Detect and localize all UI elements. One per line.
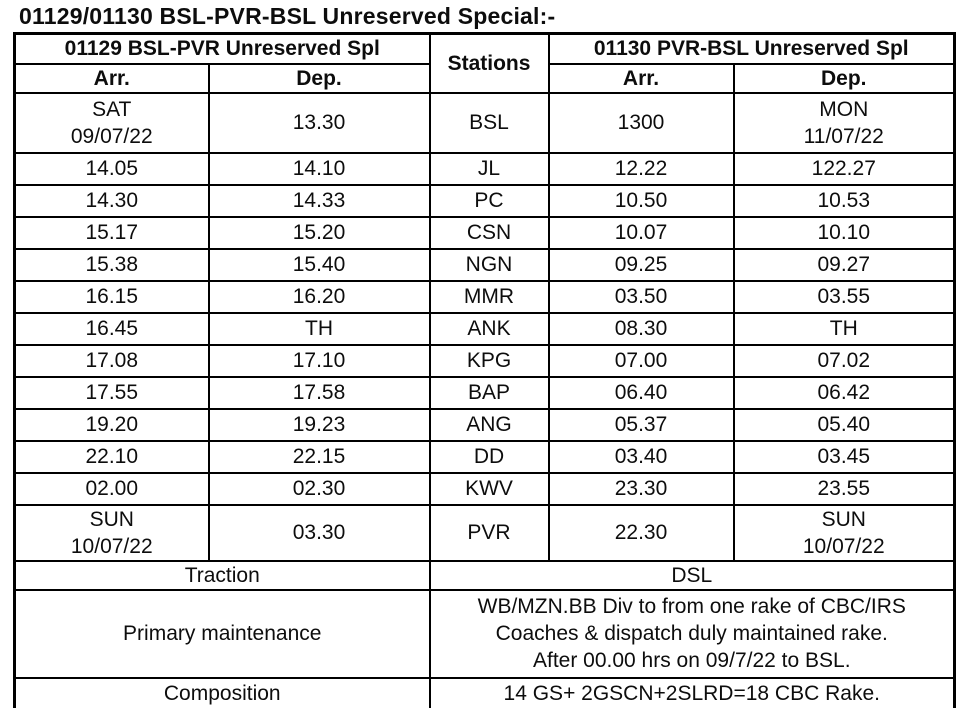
arr-return-cell: 05.37	[547, 407, 735, 442]
arr-outbound-cell: 17.08	[13, 343, 210, 378]
arr-outbound-cell: SUN 10/07/22	[13, 503, 210, 562]
arr-outbound-cell: 22.10	[13, 439, 210, 474]
station-row-mmr: 16.15 16.20 MMR 03.50 03.55	[13, 279, 956, 314]
station-code: BAP	[428, 375, 550, 410]
header-row-trains: 01129 BSL-PVR Unreserved Spl Stations 01…	[13, 32, 956, 94]
arr-return-cell: 1300	[547, 91, 735, 154]
dep-outbound-cell: TH	[207, 311, 431, 346]
arr-outbound-cell: 16.45	[13, 311, 210, 346]
dep-outbound-cell: 19.23	[207, 407, 431, 442]
timetable: 01129 BSL-PVR Unreserved Spl Stations 01…	[13, 32, 957, 708]
station-row-dd: 22.10 22.15 DD 03.40 03.45	[13, 439, 956, 474]
train-01130-header: 01130 PVR-BSL Unreserved Spl	[547, 32, 956, 65]
dep-header-return: Dep.	[732, 62, 956, 94]
traction-row: Traction DSL	[13, 559, 956, 591]
station-code: NGN	[428, 247, 550, 282]
station-row-pc: 14.30 14.33 PC 10.50 10.53	[13, 183, 956, 218]
page-title: 01129/01130 BSL-PVR-BSL Unreserved Speci…	[19, 3, 556, 29]
dep-return-cell: 06.42	[732, 375, 956, 410]
arr-return-cell: 09.25	[547, 247, 735, 282]
station-row-ngn: 15.38 15.40 NGN 09.25 09.27	[13, 247, 956, 282]
arr-outbound-cell: 15.17	[13, 215, 210, 250]
station-code: PVR	[428, 503, 550, 562]
composition-label: Composition	[13, 676, 431, 708]
arr-return-cell: 22.30	[547, 503, 735, 562]
arr-header-outbound: Arr.	[13, 62, 210, 94]
station-row-ank: 16.45 TH ANK 08.30 TH	[13, 311, 956, 346]
arr-return-cell: 23.30	[547, 471, 735, 506]
dep-outbound-cell: 15.40	[207, 247, 431, 282]
arr-outbound-cell: 15.38	[13, 247, 210, 282]
station-row-jl: 14.05 14.10 JL 12.22 122.27	[13, 151, 956, 186]
arr-return-cell: 10.07	[547, 215, 735, 250]
primary-maintenance-label: Primary maintenance	[13, 588, 431, 679]
station-row-pvr: SUN 10/07/22 03.30 PVR 22.30 SUN 10/07/2…	[13, 503, 956, 562]
dep-return-cell: 07.02	[732, 343, 956, 378]
station-row-csn: 15.17 15.20 CSN 10.07 10.10	[13, 215, 956, 250]
dep-outbound-cell: 03.30	[207, 503, 431, 562]
station-code: MMR	[428, 279, 550, 314]
dep-return-cell: SUN 10/07/22	[732, 503, 956, 562]
dep-outbound-cell: 13.30	[207, 91, 431, 154]
primary-maintenance-row: Primary maintenance WB/MZN.BB Div to fro…	[13, 588, 956, 679]
dep-outbound-cell: 14.10	[207, 151, 431, 186]
arr-return-cell: 07.00	[547, 343, 735, 378]
station-code: ANK	[428, 311, 550, 346]
dep-return-cell: 23.55	[732, 471, 956, 506]
station-row-kwv: 02.00 02.30 KWV 23.30 23.55	[13, 471, 956, 506]
dep-outbound-cell: 16.20	[207, 279, 431, 314]
dep-return-cell: 10.10	[732, 215, 956, 250]
arr-return-cell: 03.40	[547, 439, 735, 474]
station-code: ANG	[428, 407, 550, 442]
station-code: KWV	[428, 471, 550, 506]
composition-value: 14 GS+ 2GSCN+2SLRD=18 CBC Rake.	[428, 676, 956, 708]
arr-outbound-cell: 14.30	[13, 183, 210, 218]
arr-outbound-cell: 16.15	[13, 279, 210, 314]
dep-return-cell: 09.27	[732, 247, 956, 282]
dep-outbound-cell: 15.20	[207, 215, 431, 250]
dep-return-cell: 05.40	[732, 407, 956, 442]
dep-return-cell: 122.27	[732, 151, 956, 186]
station-code: KPG	[428, 343, 550, 378]
dep-return-cell: 03.45	[732, 439, 956, 474]
arr-outbound-cell: 17.55	[13, 375, 210, 410]
arr-return-cell: 12.22	[547, 151, 735, 186]
traction-label: Traction	[13, 559, 431, 591]
dep-outbound-cell: 14.33	[207, 183, 431, 218]
dep-return-cell: 03.55	[732, 279, 956, 314]
arr-return-cell: 03.50	[547, 279, 735, 314]
station-code: DD	[428, 439, 550, 474]
station-code: PC	[428, 183, 550, 218]
station-row-kpg: 17.08 17.10 KPG 07.00 07.02	[13, 343, 956, 378]
dep-outbound-cell: 22.15	[207, 439, 431, 474]
arr-header-return: Arr.	[547, 62, 735, 94]
traction-value: DSL	[428, 559, 956, 591]
station-code: CSN	[428, 215, 550, 250]
station-code: JL	[428, 151, 550, 186]
dep-outbound-cell: 17.10	[207, 343, 431, 378]
dep-return-cell: TH	[732, 311, 956, 346]
train-01129-header: 01129 BSL-PVR Unreserved Spl	[13, 32, 431, 65]
arr-return-cell: 10.50	[547, 183, 735, 218]
dep-outbound-cell: 17.58	[207, 375, 431, 410]
primary-maintenance-value: WB/MZN.BB Div to from one rake of CBC/IR…	[428, 588, 956, 679]
arr-outbound-cell: 19.20	[13, 407, 210, 442]
arr-outbound-cell: 14.05	[13, 151, 210, 186]
header-row-arr-dep: Arr. Dep. Arr. Dep.	[13, 62, 956, 94]
arr-outbound-cell: SAT 09/07/22	[13, 91, 210, 154]
dep-outbound-cell: 02.30	[207, 471, 431, 506]
dep-return-cell: MON 11/07/22	[732, 91, 956, 154]
arr-return-cell: 06.40	[547, 375, 735, 410]
station-row-bap: 17.55 17.58 BAP 06.40 06.42	[13, 375, 956, 410]
station-row-ang: 19.20 19.23 ANG 05.37 05.40	[13, 407, 956, 442]
arr-return-cell: 08.30	[547, 311, 735, 346]
station-code: BSL	[428, 91, 550, 154]
stations-header: Stations	[428, 32, 550, 94]
dep-return-cell: 10.53	[732, 183, 956, 218]
station-row-bsl: SAT 09/07/22 13.30 BSL 1300 MON 11/07/22	[13, 91, 956, 154]
dep-header-outbound: Dep.	[207, 62, 431, 94]
composition-row: Composition 14 GS+ 2GSCN+2SLRD=18 CBC Ra…	[13, 676, 956, 708]
arr-outbound-cell: 02.00	[13, 471, 210, 506]
